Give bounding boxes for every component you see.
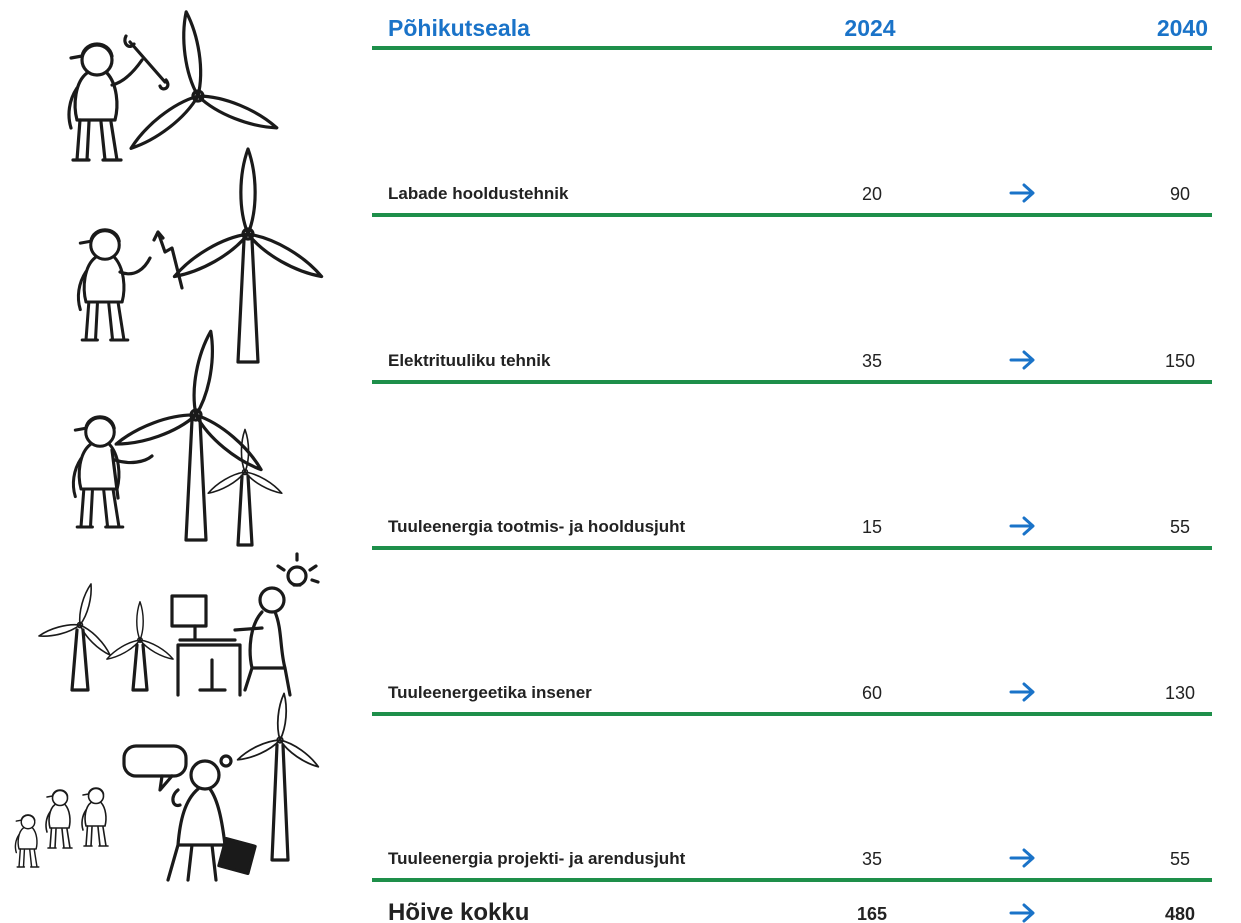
value-2040: 90 bbox=[1170, 184, 1190, 204]
occupation-label: Tuuleenergia projekti- ja arendusjuht bbox=[388, 849, 686, 868]
row-rule bbox=[372, 546, 1212, 550]
illustration-production-manager bbox=[73, 318, 286, 545]
illustration-electrician bbox=[78, 149, 325, 362]
arrow-icon bbox=[1011, 518, 1033, 534]
value-2024: 15 bbox=[862, 517, 882, 537]
total-2040: 480 bbox=[1165, 904, 1195, 923]
page: {"header": {"occupation": "Põhikutseala"… bbox=[0, 0, 1241, 923]
header-year-from: 2024 bbox=[844, 15, 895, 41]
illustration-engineer bbox=[36, 554, 318, 695]
occupation-label: Labade hooldustehnik bbox=[388, 184, 569, 203]
arrow-icon bbox=[1011, 850, 1033, 866]
arrow-icon bbox=[1011, 905, 1033, 921]
employment-table: Põhikutseala 2024 2040 Labade hooldusteh… bbox=[0, 0, 1241, 923]
header-rule bbox=[372, 46, 1212, 50]
row-rule bbox=[372, 712, 1212, 716]
header-occupation: Põhikutseala bbox=[388, 15, 530, 41]
row-rule bbox=[372, 380, 1212, 384]
table-body: Labade hooldustehnik 20 90 Elektrituuliku t… bbox=[372, 184, 1212, 923]
arrow-icon bbox=[1011, 684, 1033, 700]
value-2024: 35 bbox=[862, 849, 882, 869]
value-2040: 55 bbox=[1170, 517, 1190, 537]
value-2040: 55 bbox=[1170, 849, 1190, 869]
value-2040: 150 bbox=[1165, 351, 1195, 371]
header-year-to: 2040 bbox=[1157, 15, 1208, 41]
occupation-label: Tuuleenergia tootmis- ja hooldusjuht bbox=[388, 517, 686, 536]
illustration-project-manager bbox=[15, 690, 326, 880]
occupation-label: Tuuleenergeetika insener bbox=[388, 683, 592, 702]
row-rule bbox=[372, 878, 1212, 882]
total-label: Hõive kokku bbox=[388, 899, 529, 923]
value-2040: 130 bbox=[1165, 683, 1195, 703]
total-2024: 165 bbox=[857, 904, 887, 923]
occupation-label: Elektrituuliku tehnik bbox=[388, 351, 551, 370]
illustration-blade-technician bbox=[69, 1, 281, 160]
value-2024: 60 bbox=[862, 683, 882, 703]
value-2024: 35 bbox=[862, 351, 882, 371]
arrow-icon bbox=[1011, 352, 1033, 368]
value-2024: 20 bbox=[862, 184, 882, 204]
row-rule bbox=[372, 213, 1212, 217]
arrow-icon bbox=[1011, 185, 1033, 201]
